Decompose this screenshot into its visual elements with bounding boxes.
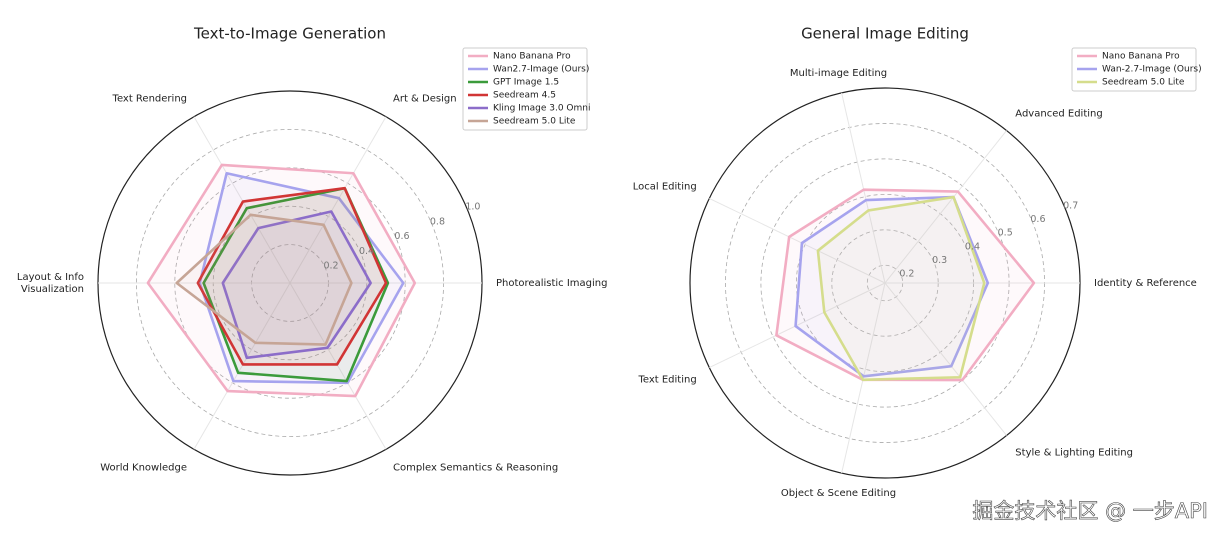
legend-label: Nano Banana Pro bbox=[493, 52, 571, 62]
legend-box bbox=[462, 47, 588, 131]
r-tick-label: 0.4 bbox=[965, 241, 980, 252]
spoke bbox=[709, 282, 886, 369]
r-tick-label: 0.4 bbox=[359, 246, 374, 257]
axis-label: Art & Design bbox=[393, 94, 457, 105]
radar-area bbox=[198, 171, 405, 385]
r-tick-label: 0.2 bbox=[899, 268, 914, 279]
spoke bbox=[841, 92, 886, 284]
radar-area bbox=[794, 195, 990, 378]
axis-label: Photorealistic Imaging bbox=[496, 278, 607, 289]
spoke bbox=[193, 116, 291, 284]
r-tick-label: 0.2 bbox=[323, 261, 338, 272]
radar-area bbox=[175, 213, 353, 346]
radar-area bbox=[196, 186, 388, 366]
r-tick-label: 0.5 bbox=[998, 228, 1013, 239]
spoke bbox=[884, 282, 1007, 436]
axis-label: Object & Scene Editing bbox=[781, 488, 896, 499]
axis-label: Style & Lighting Editing bbox=[1015, 447, 1133, 458]
axis-label: Complex Semantics & Reasoning bbox=[393, 462, 558, 473]
axis-label: Identity & Reference bbox=[1094, 278, 1197, 289]
chart-title: General Image Editing bbox=[801, 25, 969, 43]
spoke bbox=[289, 282, 387, 450]
legend-label: Kling Image 3.0 Omni bbox=[493, 104, 590, 114]
legend-label: Seedream 4.5 bbox=[493, 91, 556, 101]
legend-label: Seedream 5.0 Lite bbox=[1102, 78, 1185, 88]
radar-area bbox=[816, 195, 986, 382]
r-tick-label: 0.6 bbox=[1030, 214, 1045, 225]
axis-label: Text Editing bbox=[637, 375, 696, 386]
r-tick-label: 0.7 bbox=[1063, 201, 1078, 212]
spoke bbox=[193, 282, 291, 450]
spoke bbox=[884, 130, 1007, 284]
r-tick-label: 0.6 bbox=[394, 231, 409, 242]
chart-title: Text-to-Image Generation bbox=[193, 25, 386, 43]
legend-label: Seedream 5.0 Lite bbox=[493, 117, 576, 127]
legend-label: GPT Image 1.5 bbox=[493, 78, 559, 88]
legend-box bbox=[1071, 47, 1197, 92]
legend-label: Nano Banana Pro bbox=[1102, 52, 1180, 62]
spoke bbox=[289, 116, 387, 284]
axis-label: Local Editing bbox=[633, 181, 697, 192]
r-tick-label: 1.0 bbox=[465, 202, 480, 213]
axis-label: Advanced Editing bbox=[1015, 109, 1102, 120]
spoke bbox=[709, 197, 886, 284]
r-tick-label: 0.3 bbox=[932, 255, 947, 266]
legend-label: Wan2.7-Image (Ours) bbox=[493, 65, 589, 75]
axis-label: Multi-image Editing bbox=[790, 68, 887, 79]
r-tick-label: 0.8 bbox=[430, 216, 445, 227]
axis-label: World Knowledge bbox=[100, 462, 187, 473]
axis-label: Text Rendering bbox=[112, 94, 187, 105]
axis-label: Layout & Info Visualization bbox=[17, 272, 84, 295]
legend-label: Wan-2.7-Image (Ours) bbox=[1102, 65, 1202, 75]
watermark: 掘金技术社区 @ 一步API bbox=[972, 499, 1208, 523]
